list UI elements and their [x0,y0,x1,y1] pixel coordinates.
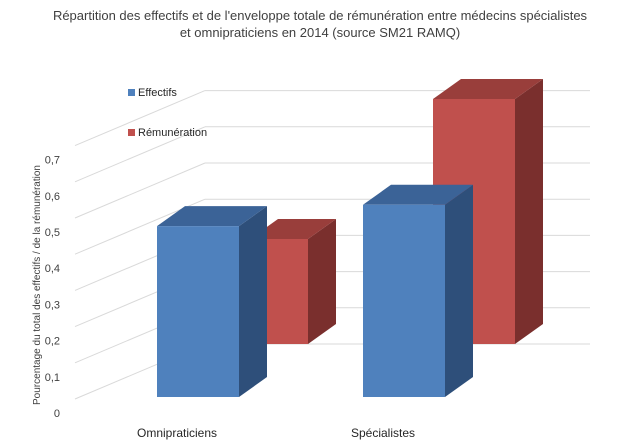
x-category-label: Omnipraticiens [137,426,217,440]
gridline-diagonal [74,90,206,147]
chart-title-line2: et omnipraticiens en 2014 (source SM21 R… [180,25,460,40]
legend-swatch [128,89,135,96]
legend: Effectifs Rémunération [128,87,207,139]
y-tick-label: 0,1 [45,372,60,384]
y-tick-label: 0,6 [45,191,60,203]
y-axis-label: Pourcentage du total des effectifs / de … [32,165,43,405]
x-axis-categories: Omnipraticiens Spécialistes [137,426,415,440]
bar-top-effectifs-sp-cialistes [363,184,473,205]
y-tick-label: 0,2 [45,336,60,348]
bar-effectifs-omnipraticiens [157,226,239,397]
bar-top-effectifs-omnipraticiens [157,206,267,227]
y-tick-label: 0 [54,408,60,420]
bar-top-r-mun-ration-sp-cialistes [433,79,543,99]
legend-swatch [128,129,135,136]
gridline-diagonal [74,126,206,183]
y-axis-ticks: 0 0,1 0,2 0,3 0,4 0,5 0,6 0,7 [45,155,60,420]
legend-label: Effectifs [138,87,177,99]
bars [157,79,543,397]
bar-side-effectifs-omnipraticiens [239,206,267,397]
x-category-label: Spécialistes [351,426,415,440]
bar-effectifs-sp-cialistes [363,204,445,397]
y-tick-label: 0,7 [45,155,60,167]
legend-label: Rémunération [138,127,207,139]
bar-side-r-mun-ration-sp-cialistes [515,79,543,344]
y-tick-label: 0,4 [45,263,60,275]
chart-title-line1: Répartition des effectifs et de l'envelo… [53,8,588,23]
bar-side-effectifs-sp-cialistes [445,184,473,397]
gridline-diagonal [74,162,206,219]
bar-top-r-mun-ration-omnipraticiens [250,219,336,239]
y-tick-label: 0,3 [45,299,60,311]
y-tick-label: 0,5 [45,227,60,239]
bar-side-r-mun-ration-omnipraticiens [308,219,336,344]
